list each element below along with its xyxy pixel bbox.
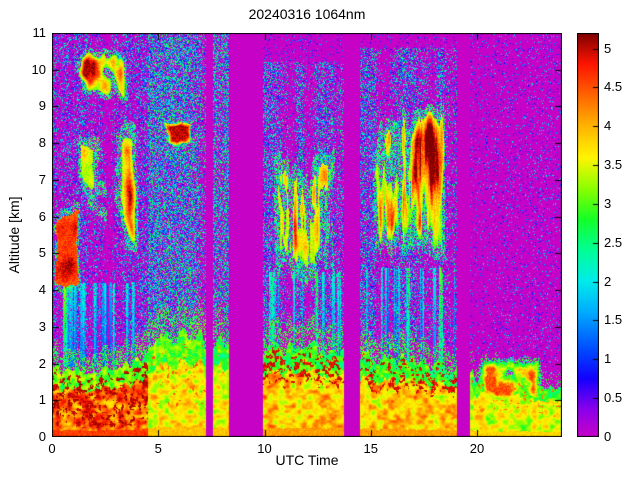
colorbar-tick-label: 3 [604,195,612,211]
colorbar-tick-label: 1 [604,351,612,367]
y-tick-label: 11 [32,25,47,40]
colorbar-tick-label: 2 [604,273,612,289]
y-tick-label: 10 [31,61,46,77]
y-tick-label: 3 [38,318,46,334]
y-tick-label: 0 [38,429,46,444]
colorbar-tick-label: 5 [604,40,612,56]
colorbar-canvas [577,33,599,437]
y-tick-label: 8 [38,135,46,151]
y-tick-label: 2 [38,355,46,371]
x-axis-label: UTC Time [275,452,339,468]
y-tick-label: 7 [38,171,46,187]
colorbar-tick-label: 0.5 [604,390,623,406]
colorbar-tick-label: 3.5 [604,157,623,173]
colorbar-tick-label: 4 [604,118,612,134]
plot-title: 20240316 1064nm [248,6,366,22]
heatmap-canvas [52,33,562,437]
colorbar-tick-label: 1.5 [604,312,623,328]
y-tick-label: 1 [38,392,46,408]
y-axis-label: Altitude [km] [6,196,22,274]
y-tick-label: 4 [38,282,46,298]
colorbar-tick-label: 4.5 [604,79,623,95]
colorbar-tick-label: 2.5 [604,234,623,250]
colorbar-tick-label: 0 [604,429,612,444]
y-tick-label: 9 [38,98,46,114]
